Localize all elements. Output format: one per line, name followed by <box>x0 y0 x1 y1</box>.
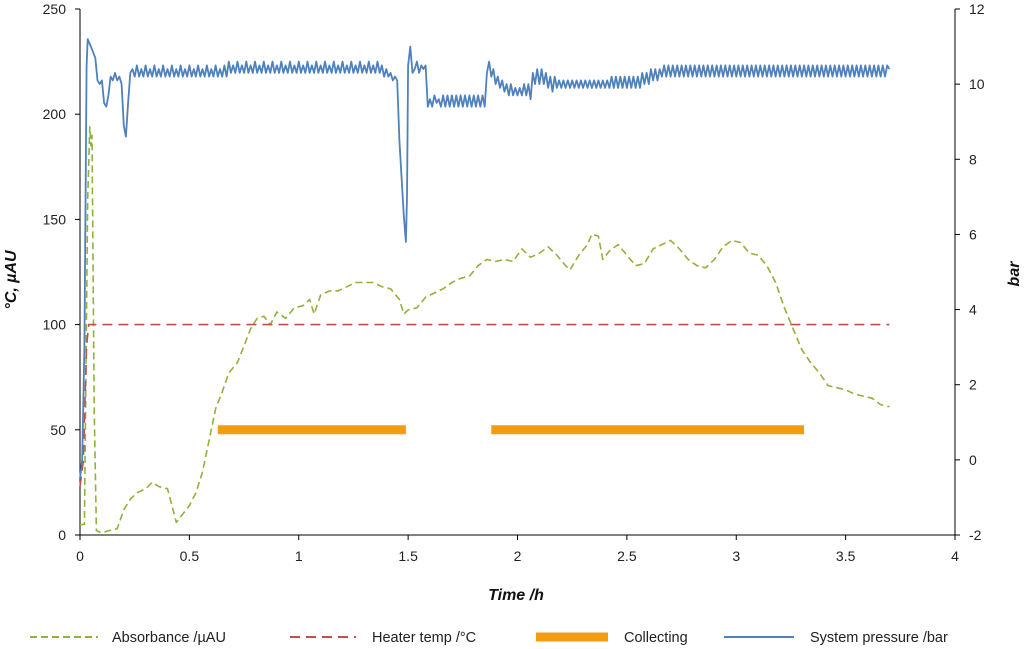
y-right-tick-label: 10 <box>969 76 985 92</box>
legend-label-pressure: System pressure /bar <box>810 630 948 646</box>
y-right-tick-label: 2 <box>969 377 977 393</box>
y-right-axis-title: bar <box>1006 261 1023 287</box>
x-tick-label: 4 <box>951 548 959 564</box>
legend: Absorbance /µAU Heater temp /°C Collecti… <box>30 630 948 646</box>
y-right-tick-label: 4 <box>969 302 977 318</box>
series-heater-temp-c-line <box>79 323 890 487</box>
x-tick-label: 2 <box>514 548 522 564</box>
y-left-tick-label: 50 <box>50 422 66 438</box>
x-tick-label: 2.5 <box>617 548 637 564</box>
y-right-tick-label: 8 <box>969 151 977 167</box>
x-tick-label: 3.5 <box>836 548 856 564</box>
y-left-tick-label: 200 <box>43 106 67 122</box>
y-right-tick-label: 0 <box>969 452 977 468</box>
x-tick-label: 0 <box>76 548 84 564</box>
y-right-tick-label: 12 <box>969 1 985 17</box>
x-tick-label: 0.5 <box>180 548 200 564</box>
y-right-tick-label: -2 <box>969 527 982 543</box>
x-axis-title: Time /h <box>488 587 544 604</box>
y-right-tick-label: 6 <box>969 226 977 242</box>
series-absorbance-au-line <box>80 126 890 534</box>
x-tick-label: 3 <box>732 548 740 564</box>
x-tick-label: 1 <box>295 548 303 564</box>
series-system-pressure-bar-line <box>79 38 891 479</box>
series-group <box>79 38 891 534</box>
axes-group: 0 0.5 1 1.5 2 2.5 3 3.5 4 0 50 100 150 200 250 -2 0 2 4 6 8 1… <box>43 1 985 564</box>
legend-label-collecting: Collecting <box>624 630 688 646</box>
legend-label-heater: Heater temp /°C <box>372 630 476 646</box>
x-tick-label: 1.5 <box>398 548 418 564</box>
y-left-tick-label: 150 <box>43 211 67 227</box>
y-left-axis-title: °C, µAU <box>3 250 20 310</box>
legend-label-absorbance: Absorbance /µAU <box>112 630 226 646</box>
labels-group: Time /h °C, µAU bar <box>3 250 1023 604</box>
y-left-tick-label: 250 <box>43 1 67 17</box>
y-left-tick-label: 0 <box>58 527 66 543</box>
y-left-tick-label: 100 <box>43 317 67 333</box>
